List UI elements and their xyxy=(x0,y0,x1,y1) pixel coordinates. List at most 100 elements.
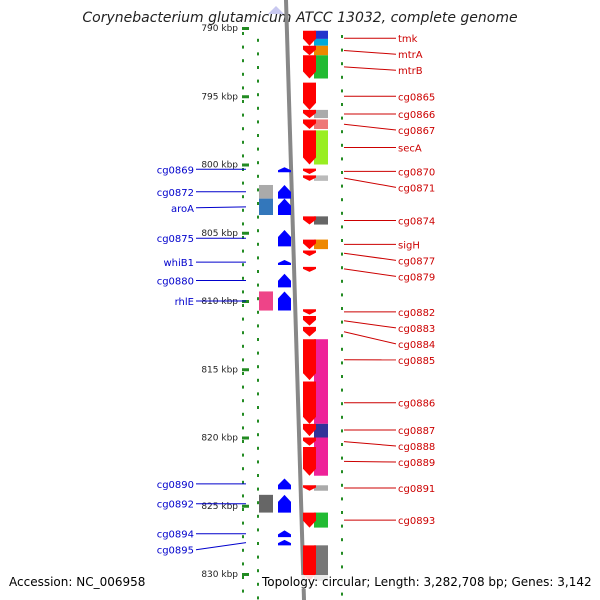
scale-dot xyxy=(257,106,259,110)
scale-dot xyxy=(341,252,343,256)
scale-dot xyxy=(242,236,244,239)
gene-label: cg0879 xyxy=(398,272,435,283)
scale-dot xyxy=(341,184,343,188)
genome-summary: Topology: circular; Length: 3,282,708 bp… xyxy=(262,575,592,589)
feature-block xyxy=(314,119,328,130)
scale-dot xyxy=(341,565,343,569)
feature-block xyxy=(259,291,273,311)
scale-tick-label: 805 kbp xyxy=(201,229,238,239)
scale-tick-mark xyxy=(242,27,249,30)
scale-dot xyxy=(257,569,259,573)
scale-dot xyxy=(257,120,259,124)
gene-label: cg0889 xyxy=(398,458,435,469)
forward-gene xyxy=(303,326,316,337)
gene-label: rhlE xyxy=(175,297,194,308)
scale-dot xyxy=(257,501,259,505)
scale-dot xyxy=(257,310,259,314)
scale-dot xyxy=(341,293,343,297)
forward-gene xyxy=(303,485,316,491)
scale-dot xyxy=(242,358,244,362)
page-title: Corynebacterium glutamicum ATCC 13032, c… xyxy=(82,10,518,26)
forward-gene xyxy=(303,239,316,250)
scale-dot xyxy=(242,426,244,430)
scale-dot xyxy=(242,344,244,348)
scale-dot xyxy=(257,147,259,151)
scale-dot xyxy=(257,474,259,477)
scale-dot xyxy=(242,589,244,593)
genome-backbone xyxy=(284,0,306,600)
gene-label-leader xyxy=(343,268,397,277)
forward-gene xyxy=(303,109,316,119)
scale-dot xyxy=(341,334,343,338)
scale-tick-label: 815 kbp xyxy=(201,365,238,375)
scale-dot xyxy=(341,361,343,365)
scale-dot xyxy=(242,304,244,307)
scale-dot xyxy=(242,86,244,90)
scale-tick-mark xyxy=(242,95,249,99)
forward-gene xyxy=(303,119,316,130)
scale-dot xyxy=(242,440,244,443)
scale-dot xyxy=(257,514,259,518)
feature-block xyxy=(314,485,328,491)
forward-gene xyxy=(303,168,316,175)
scale-dot xyxy=(341,511,343,514)
scale-tick-mark xyxy=(242,436,249,440)
scale-tick-label: 825 kbp xyxy=(201,502,238,512)
scale-dot xyxy=(257,406,259,409)
scale-dot xyxy=(257,256,259,260)
scale-dot xyxy=(242,59,244,63)
scale-dot xyxy=(242,385,244,389)
scale-dot xyxy=(242,127,244,131)
gene-label: whiB1 xyxy=(163,258,194,269)
gene-label: cg0877 xyxy=(398,256,435,267)
scale-dot xyxy=(257,134,259,137)
forward-gene xyxy=(303,512,316,528)
scale-dot xyxy=(341,375,343,378)
scale-tick-mark xyxy=(242,231,249,235)
feature-block xyxy=(314,423,328,438)
scale-dot xyxy=(242,290,244,294)
scale-dot xyxy=(257,79,259,83)
scale-tick-mark xyxy=(242,368,249,372)
scale-tick-mark xyxy=(242,573,249,576)
gene-label-leader xyxy=(343,320,397,329)
scale-dot xyxy=(257,555,259,559)
feature-block xyxy=(314,130,328,165)
scale-dot xyxy=(341,116,343,120)
gene-label: mtrB xyxy=(398,66,423,77)
scale-dot xyxy=(341,62,343,66)
scale-dot xyxy=(341,103,343,106)
scale-dot xyxy=(257,38,259,42)
feature-block xyxy=(314,437,328,476)
reverse-gene xyxy=(278,198,291,216)
scale-dot xyxy=(257,242,259,246)
scale-dot xyxy=(242,494,244,498)
scale-dot xyxy=(242,576,244,579)
scale-dot xyxy=(257,378,259,382)
scale-dot xyxy=(257,433,259,437)
feature-block xyxy=(314,175,328,181)
gene-label: cg0883 xyxy=(398,324,435,335)
gene-label: cg0886 xyxy=(398,399,435,410)
feature-block xyxy=(314,30,328,39)
scale-dot xyxy=(257,215,259,219)
scale-dot xyxy=(242,412,244,416)
scale-dot xyxy=(341,483,343,487)
forward-gene xyxy=(303,82,316,110)
scale-dot xyxy=(257,324,259,328)
feature-block xyxy=(314,339,328,424)
scale-dot xyxy=(341,130,343,134)
scale-dot xyxy=(257,365,259,369)
gene-label: cg0880 xyxy=(157,277,194,288)
scale-dot xyxy=(257,188,259,192)
feature-block xyxy=(314,109,328,119)
scale-dot xyxy=(242,562,244,566)
scale-dot xyxy=(242,72,244,76)
scale-dot xyxy=(242,508,244,511)
forward-gene xyxy=(303,30,316,46)
scale-dot xyxy=(341,538,343,542)
scale-dot xyxy=(257,202,259,205)
scale-tick: 790 kbp xyxy=(201,24,249,34)
